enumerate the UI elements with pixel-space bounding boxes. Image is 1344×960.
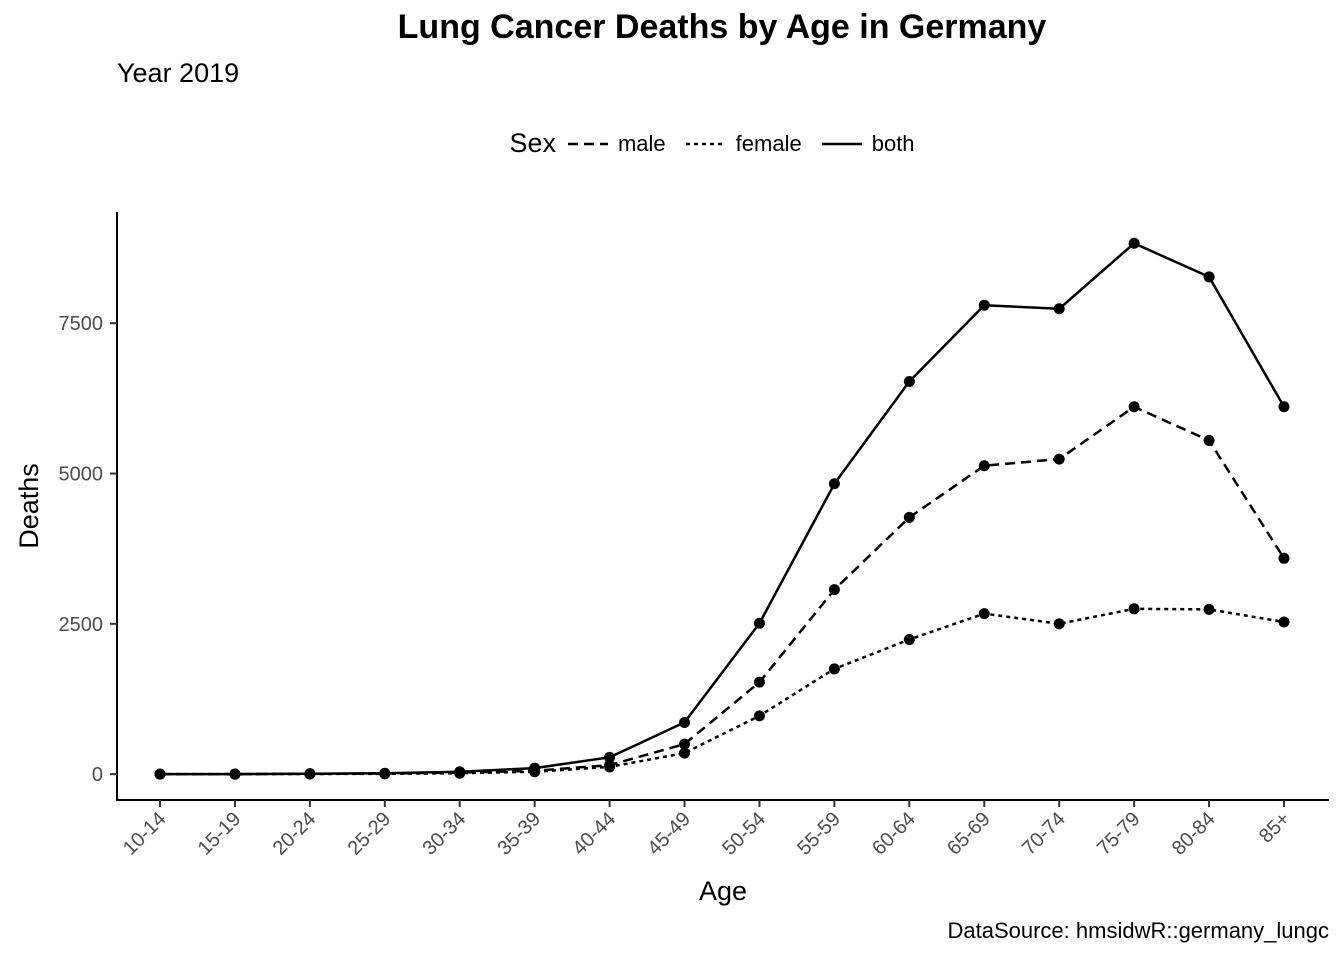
chart-title: Lung Cancer Deaths by Age in Germany [397, 8, 1047, 46]
x-tick-label: 15-19 [194, 808, 246, 860]
data-point-both [454, 766, 466, 778]
legend-title: Sex [509, 128, 556, 158]
data-point-both [903, 376, 915, 388]
y-axis-title: Deaths [14, 463, 44, 549]
data-point-both [604, 751, 616, 763]
data-point-male [903, 511, 915, 523]
data-point-female [1053, 618, 1065, 630]
y-tick-label: 0 [92, 764, 103, 786]
data-point-female [1128, 603, 1140, 615]
data-point-both [529, 762, 541, 774]
x-tick-label: 60-64 [868, 808, 920, 860]
series-line-female [160, 607, 1285, 776]
legend-key-male [567, 142, 608, 145]
legend-key-female [685, 142, 726, 145]
data-point-both [154, 768, 166, 780]
x-tick-label: 25-29 [344, 808, 396, 860]
data-point-both [1053, 303, 1065, 315]
legend-label-male: male [617, 130, 666, 156]
legend-item-male: male [567, 130, 666, 157]
data-point-both [304, 768, 316, 780]
data-point-male [679, 738, 691, 750]
data-point-both [1278, 401, 1290, 413]
x-tick-label: 30-34 [419, 808, 471, 860]
data-point-female [753, 710, 765, 722]
legend-item-both: both [821, 130, 915, 157]
legend-item-female: female [685, 130, 802, 157]
legend-label-female: female [735, 130, 802, 156]
chart-subtitle: Year 2019 [117, 58, 240, 88]
x-tick-label: 55-59 [793, 808, 845, 860]
legend: Sex male female both [0, 128, 1344, 159]
data-point-both [978, 299, 990, 311]
x-tick-label: 45-49 [643, 808, 695, 860]
series-layer [154, 237, 1290, 780]
legend-key-both [821, 142, 862, 145]
data-point-male [978, 460, 990, 472]
series-line-male [160, 405, 1286, 776]
x-tick-label: 40-44 [568, 808, 620, 860]
x-tick-label: 80-84 [1168, 808, 1220, 860]
data-point-female [903, 633, 915, 645]
data-point-female [1203, 603, 1215, 615]
x-tick-label: 65-69 [943, 808, 995, 860]
chart-caption: DataSource: hmsidwR::germany_lungc [947, 918, 1329, 943]
data-point-male [828, 584, 840, 596]
legend-label-both: both [871, 130, 915, 156]
data-point-male [1203, 434, 1215, 446]
data-point-female [1278, 616, 1290, 628]
data-point-male [1053, 453, 1065, 465]
data-point-both [379, 767, 391, 779]
x-tick-label: 10-14 [119, 808, 171, 860]
x-tick-label: 50-54 [718, 808, 770, 860]
x-tick-label: 85+ [1255, 808, 1295, 848]
x-tick-label: 70-74 [1018, 808, 1070, 860]
series-line-both [160, 242, 1286, 776]
data-point-both [753, 617, 765, 629]
y-tick-label: 5000 [59, 464, 104, 486]
data-point-female [679, 747, 691, 759]
x-tick-label: 35-39 [493, 808, 545, 860]
data-point-both [679, 716, 691, 728]
data-point-both [1203, 271, 1215, 283]
data-point-male [1278, 552, 1290, 564]
data-point-both [1128, 237, 1140, 249]
y-tick-label: 7500 [59, 313, 104, 335]
x-tick-label: 20-24 [269, 808, 321, 860]
axes: 0 2500 5000 7500 10-14 15-19 20-24 25-29 30-34 35… [59, 212, 1329, 860]
x-tick-label: 75-79 [1093, 808, 1145, 860]
x-axis-title: Age [699, 876, 747, 906]
data-point-both [229, 768, 241, 780]
y-tick-label: 2500 [59, 614, 104, 636]
data-point-female [978, 608, 990, 620]
data-point-male [753, 676, 765, 688]
data-point-female [828, 663, 840, 675]
data-point-male [1128, 401, 1140, 413]
data-point-both [828, 478, 840, 490]
data-point-female [604, 761, 616, 773]
